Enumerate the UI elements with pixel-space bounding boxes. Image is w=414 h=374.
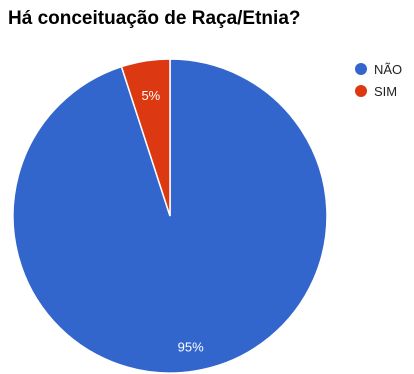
legend-swatch-nao: [355, 63, 367, 75]
pie-label-no: 95%: [178, 339, 204, 354]
legend-label-nao: NÃO: [374, 61, 403, 77]
pie-label-sim: 5%: [141, 88, 160, 103]
chart-legend: NÃO SIM: [355, 58, 402, 102]
legend-label-sim: SIM: [374, 83, 398, 99]
legend-swatch-sim: [355, 85, 367, 97]
legend-item-sim[interactable]: SIM: [355, 80, 402, 102]
legend-item-nao[interactable]: NÃO: [355, 58, 402, 80]
chart-title: Há conceituação de Raça/Etnia?: [8, 8, 301, 29]
pie-slice-sim[interactable]: [120, 58, 171, 217]
